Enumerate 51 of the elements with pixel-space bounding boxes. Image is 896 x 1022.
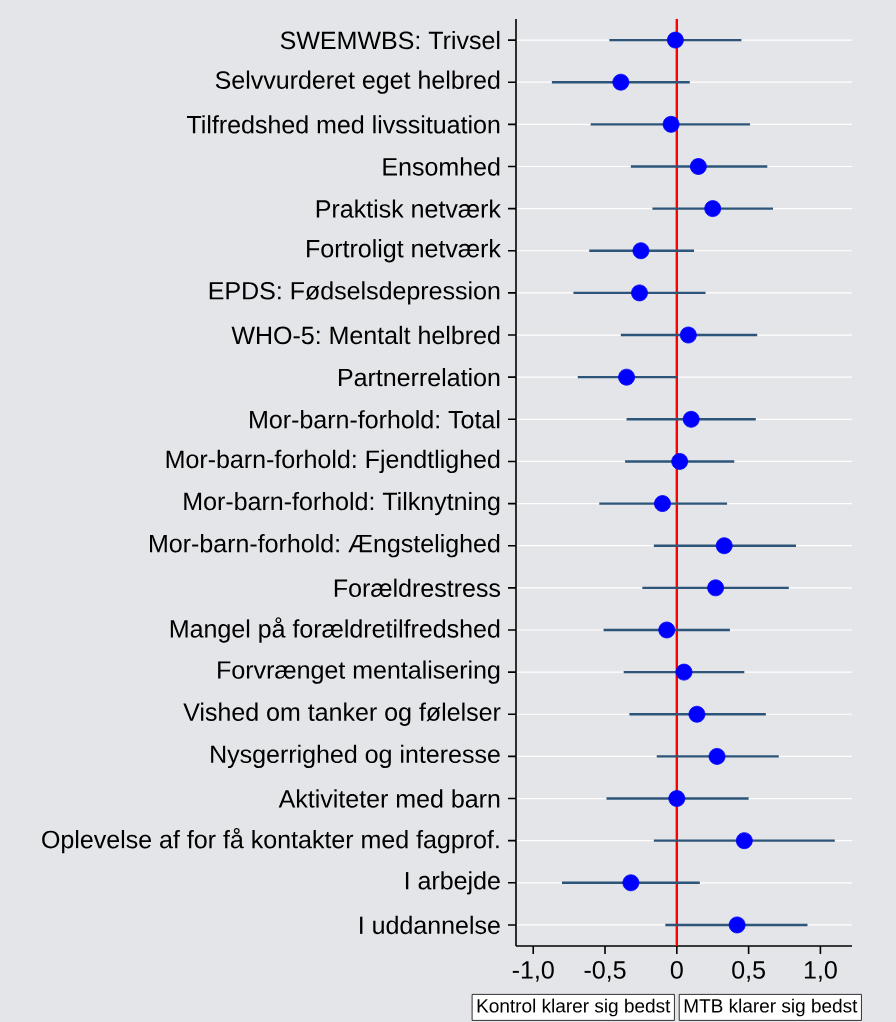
y-tick-label: SWEMWBS: Trivsel bbox=[280, 30, 500, 50]
point bbox=[658, 621, 676, 639]
point bbox=[675, 663, 693, 681]
point bbox=[662, 115, 680, 133]
x-tick-label: 0,5 bbox=[732, 961, 765, 982]
y-tick-label: Forvrænget mentalisering bbox=[218, 660, 500, 684]
x-tick-label: 0 bbox=[670, 961, 683, 979]
x-tick-label: -0,5 bbox=[584, 961, 626, 982]
y-tick-label: Oplevelse af for få kontakter med fagprof. bbox=[42, 827, 499, 854]
point bbox=[704, 200, 722, 218]
point bbox=[632, 242, 650, 260]
y-tick-label: Nysgerrighed og interesse bbox=[211, 744, 500, 769]
y-tick-label: Ensomhed bbox=[383, 157, 500, 176]
point bbox=[668, 790, 686, 807]
point bbox=[671, 453, 689, 470]
point bbox=[682, 410, 700, 428]
point bbox=[679, 326, 697, 344]
y-tick-label: I uddannelse bbox=[360, 915, 500, 935]
point bbox=[735, 832, 753, 850]
y-tick-label: Partnerrelation bbox=[338, 367, 500, 387]
point bbox=[728, 916, 746, 934]
point bbox=[688, 705, 706, 723]
y-tick-label: Aktiviteter med barn bbox=[278, 789, 500, 808]
text: Kontrol klarer sig bedst bbox=[477, 998, 671, 1017]
point bbox=[666, 31, 684, 49]
point bbox=[654, 495, 671, 512]
point bbox=[622, 874, 640, 892]
y-tick-label: Vished om tanker og følelser bbox=[183, 702, 501, 726]
point bbox=[707, 579, 724, 597]
x-tick-label: 1,0 bbox=[804, 961, 837, 982]
point bbox=[618, 368, 635, 386]
y-tick-label: WHO-5: Mentalt helbred bbox=[231, 325, 500, 345]
point bbox=[708, 748, 726, 765]
y-tick-label: Mor-barn-forhold: Total bbox=[250, 410, 500, 429]
point bbox=[612, 73, 630, 91]
y-tick-label: I arbejde bbox=[405, 871, 500, 895]
y-tick-label: Mor-barn-forhold: Tilknytning bbox=[184, 491, 500, 516]
y-tick-label: Fortroligt netværk bbox=[307, 239, 501, 263]
y-tick-label: Selvvurderet eget helbred bbox=[215, 70, 500, 94]
y-tick-label: Mor-barn-forhold: Fjendtlighed bbox=[166, 449, 500, 474]
y-tick-label: Tilfredshed med livssituation bbox=[187, 115, 500, 134]
y-tick-label: Mangel på forældretilfredshed bbox=[170, 617, 500, 643]
y-tick-label: Forældrestress bbox=[334, 578, 501, 598]
x-tick-label: -1,0 bbox=[512, 961, 554, 982]
point bbox=[715, 537, 733, 555]
point bbox=[631, 284, 648, 302]
point bbox=[689, 158, 707, 175]
y-tick-label: Mor-barn-forhold: Ængstelighed bbox=[150, 534, 500, 558]
y-tick-label: Praktisk netværk bbox=[316, 199, 501, 218]
y-tick-label: EPDS: Fødselsdepression bbox=[209, 281, 500, 305]
text: MTB klarer sig bedst bbox=[684, 998, 858, 1017]
